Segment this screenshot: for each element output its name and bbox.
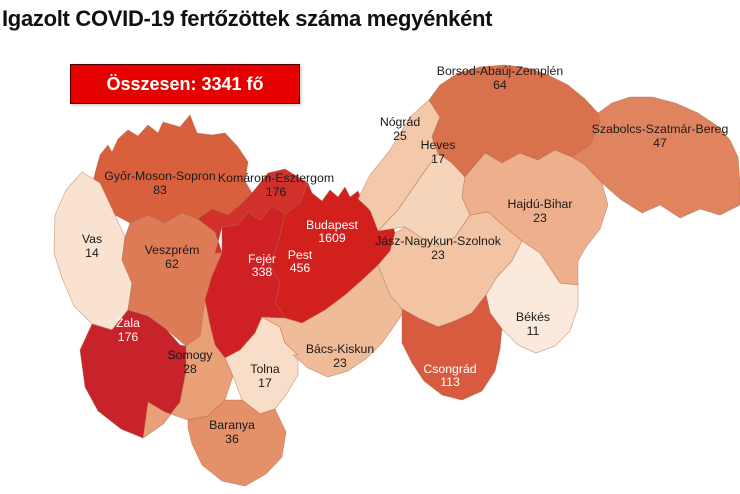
svg-text:47: 47 bbox=[653, 136, 667, 150]
svg-text:Tolna: Tolna bbox=[250, 362, 280, 376]
svg-text:14: 14 bbox=[85, 246, 99, 260]
svg-text:176: 176 bbox=[266, 185, 287, 199]
svg-text:Veszprém: Veszprém bbox=[145, 243, 200, 257]
svg-text:Pest: Pest bbox=[288, 248, 313, 262]
svg-text:25: 25 bbox=[393, 129, 407, 143]
svg-text:Budapest: Budapest bbox=[306, 218, 359, 232]
svg-text:338: 338 bbox=[252, 265, 273, 279]
svg-text:Szabolcs-Szatmár-Bereg: Szabolcs-Szatmár-Bereg bbox=[592, 122, 729, 136]
svg-text:1609: 1609 bbox=[318, 231, 346, 245]
svg-text:36: 36 bbox=[225, 432, 239, 446]
svg-text:17: 17 bbox=[258, 376, 272, 390]
svg-text:Komárom-Esztergom: Komárom-Esztergom bbox=[218, 171, 334, 185]
svg-text:Nógrád: Nógrád bbox=[380, 115, 420, 129]
svg-text:456: 456 bbox=[290, 261, 311, 275]
svg-text:Somogy: Somogy bbox=[167, 348, 213, 362]
svg-text:17: 17 bbox=[431, 152, 445, 166]
svg-text:Fejér: Fejér bbox=[248, 252, 276, 266]
svg-text:Hajdú-Bihar: Hajdú-Bihar bbox=[508, 197, 573, 211]
svg-text:28: 28 bbox=[183, 362, 197, 376]
svg-text:Heves: Heves bbox=[421, 138, 456, 152]
svg-text:83: 83 bbox=[153, 183, 167, 197]
svg-text:11: 11 bbox=[527, 324, 540, 338]
svg-text:Baranya: Baranya bbox=[209, 418, 255, 432]
svg-text:23: 23 bbox=[333, 356, 347, 370]
svg-text:Jász-Nagykun-Szolnok: Jász-Nagykun-Szolnok bbox=[375, 234, 502, 248]
svg-text:23: 23 bbox=[533, 211, 547, 225]
svg-text:62: 62 bbox=[165, 257, 179, 271]
svg-text:Zala: Zala bbox=[116, 316, 140, 330]
svg-text:23: 23 bbox=[431, 248, 445, 262]
svg-text:Békés: Békés bbox=[516, 310, 550, 324]
svg-text:Győr-Moson-Sopron: Győr-Moson-Sopron bbox=[104, 169, 216, 183]
svg-text:Borsod-Abaúj-Zemplén: Borsod-Abaúj-Zemplén bbox=[437, 64, 564, 78]
svg-text:176: 176 bbox=[118, 330, 139, 344]
svg-text:Csongrád: Csongrád bbox=[423, 362, 476, 376]
svg-text:Vas: Vas bbox=[82, 232, 102, 246]
svg-text:64: 64 bbox=[493, 78, 507, 92]
svg-text:Bács-Kiskun: Bács-Kiskun bbox=[306, 342, 375, 356]
svg-text:113: 113 bbox=[440, 375, 460, 389]
